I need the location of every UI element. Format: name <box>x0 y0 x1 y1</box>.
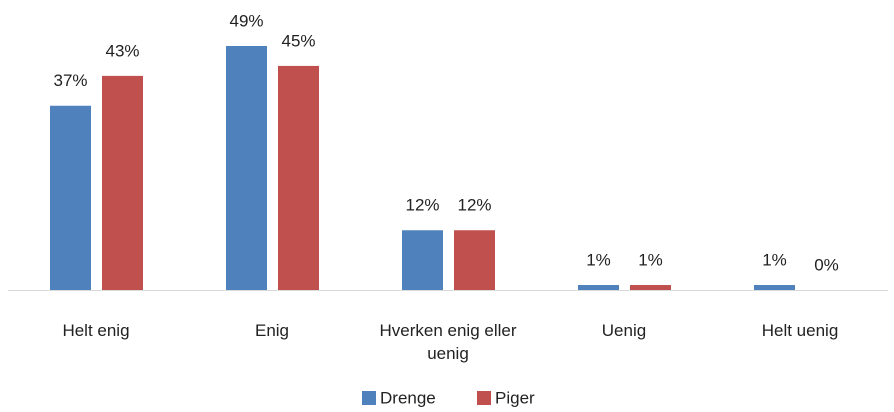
x-tick-label: Uenig <box>601 321 647 340</box>
bar <box>754 285 795 290</box>
data-label: 45% <box>281 31 315 50</box>
data-label: 12% <box>457 196 491 215</box>
x-tick-label: Helt enig <box>62 321 130 340</box>
x-tick-label: Enig <box>254 321 290 340</box>
legend-swatch <box>362 391 376 405</box>
bar <box>102 75 143 290</box>
bar <box>226 46 267 290</box>
bar <box>50 105 91 291</box>
bar <box>278 65 319 290</box>
data-label: 1% <box>762 251 787 270</box>
data-label: 12% <box>405 196 439 215</box>
x-tick-label: Hverken enig eller uenig <box>379 321 517 363</box>
data-label: 43% <box>105 41 139 60</box>
legend-swatch <box>477 391 491 405</box>
data-label: 0% <box>814 255 839 274</box>
data-label: 37% <box>53 71 87 90</box>
data-label: 1% <box>586 251 611 270</box>
bar <box>454 230 495 290</box>
bar <box>578 285 619 290</box>
legend-label: Drenge <box>380 388 436 407</box>
bar <box>402 230 443 290</box>
data-label: 49% <box>229 11 263 30</box>
data-label: 1% <box>638 251 663 270</box>
x-tick-label: Helt uenig <box>761 321 839 340</box>
legend-label: Piger <box>495 388 535 407</box>
bar <box>630 285 671 290</box>
